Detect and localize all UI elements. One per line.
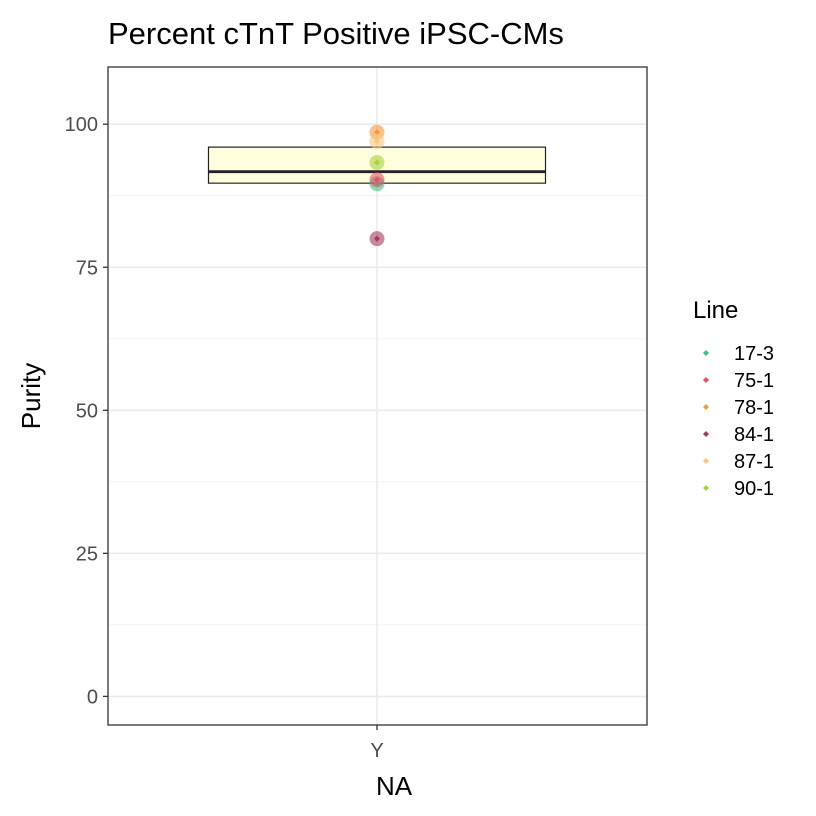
legend-title: Line	[693, 297, 738, 324]
legend-item: 87-1	[703, 451, 774, 473]
x-axis-title: NA	[376, 771, 413, 801]
legend-item: 17-3	[703, 343, 774, 365]
data-point-marker-87-1	[374, 138, 380, 145]
legend-key	[703, 458, 709, 464]
y-tick-label: 0	[87, 686, 98, 708]
legend-label: 90-1	[734, 478, 774, 500]
legend-item: 84-1	[703, 424, 774, 446]
y-tick-label: 50	[76, 400, 98, 422]
legend-key	[703, 485, 709, 491]
legend-item: 90-1	[703, 478, 774, 500]
data-point-marker-78-1	[374, 129, 380, 136]
chart-title: Percent cTnT Positive iPSC-CMs	[108, 16, 564, 51]
data-point-marker-90-1	[374, 159, 380, 166]
y-axis: 0 25 50 75 100	[65, 114, 108, 708]
legend-key	[703, 431, 709, 437]
data-point-marker-84-1	[374, 235, 380, 242]
y-tick-label: 100	[65, 114, 98, 136]
legend-label: 87-1	[734, 451, 774, 473]
legend-key	[703, 350, 709, 356]
x-axis: Y	[370, 725, 384, 762]
y-axis-title: Purity	[16, 363, 46, 429]
legend-label: 84-1	[734, 424, 774, 446]
legend-key	[703, 404, 709, 410]
y-tick-label: 75	[76, 257, 98, 279]
y-tick-label: 25	[76, 543, 98, 565]
legend-item: 75-1	[703, 370, 774, 392]
legend-label: 78-1	[734, 397, 774, 419]
legend-item: 78-1	[703, 397, 774, 419]
legend-label: 17-3	[734, 343, 774, 365]
x-tick-label: Y	[370, 740, 383, 762]
legend-label: 75-1	[734, 370, 774, 392]
legend: Line 17-3 75-1 78-1 84-1 87-1 90-1	[693, 297, 774, 500]
data-point-marker-75-1	[374, 176, 380, 183]
plot-panel	[107, 66, 648, 726]
legend-key	[703, 377, 709, 383]
